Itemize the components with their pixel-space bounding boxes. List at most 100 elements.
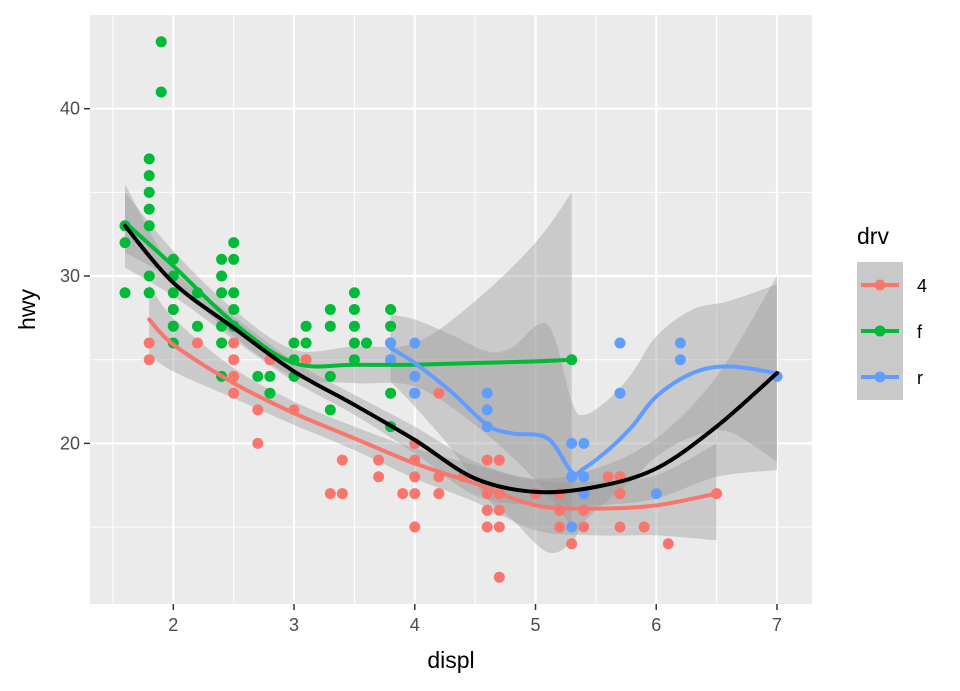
data-point-4: [336, 488, 348, 500]
data-point-4: [493, 521, 505, 533]
data-point-f: [119, 237, 131, 249]
legend: drv 4 f r: [857, 223, 927, 400]
smooth-line-r: [388, 346, 779, 476]
data-point-4: [493, 454, 505, 466]
data-point-4: [493, 504, 505, 516]
data-point-f: [385, 304, 397, 315]
legend-key-point-r: [874, 371, 886, 383]
data-point-f: [348, 354, 360, 366]
data-point-f: [192, 320, 203, 332]
data-point-f: [143, 287, 155, 299]
data-point-f: [324, 304, 336, 315]
axis-ticks: 2 3 4 5 6 7 20 30 40: [60, 99, 782, 635]
data-point-4: [228, 387, 240, 399]
data-point-f: [143, 203, 155, 215]
data-point-f: [155, 36, 167, 48]
data-point-4: [481, 521, 493, 533]
data-point-4: [554, 521, 566, 533]
x-tick-label: 6: [651, 615, 661, 635]
smooth-lines: [123, 220, 779, 511]
confidence-band-4: [149, 284, 717, 541]
data-point-f: [228, 237, 240, 249]
data-point-r: [481, 387, 493, 399]
data-point-4: [578, 521, 590, 533]
data-point-f: [216, 337, 228, 349]
data-point-f: [385, 320, 397, 332]
data-point-4: [143, 337, 155, 349]
data-point-r: [409, 370, 421, 382]
data-point-4: [192, 337, 203, 349]
x-tick-label: 4: [410, 615, 420, 635]
data-point-r: [578, 437, 590, 449]
data-point-f: [167, 304, 179, 315]
data-point-4: [324, 488, 336, 500]
data-point-4: [614, 488, 626, 500]
data-point-r: [566, 521, 578, 533]
data-point-f: [143, 220, 155, 232]
data-point-f: [167, 287, 179, 299]
data-point-4: [228, 354, 240, 366]
y-tick-label: 20: [60, 433, 80, 453]
data-point-f: [385, 387, 397, 399]
legend-key-point-4: [874, 279, 886, 291]
data-point-f: [348, 287, 360, 299]
data-point-4: [409, 521, 421, 533]
data-point-r: [674, 337, 686, 349]
data-point-f: [348, 337, 360, 349]
data-point-f: [143, 270, 155, 282]
legend-label-4: 4: [917, 276, 927, 296]
data-point-4: [433, 387, 445, 399]
data-point-r: [409, 337, 421, 349]
data-point-4: [228, 337, 240, 349]
data-point-f: [300, 337, 312, 349]
legend-label-r: r: [917, 368, 923, 388]
x-tick-label: 2: [168, 615, 178, 635]
x-tick-label: 7: [772, 615, 782, 635]
data-point-f: [252, 370, 264, 382]
data-point-f: [143, 170, 155, 182]
data-point-f: [288, 337, 300, 349]
data-point-f: [348, 304, 360, 315]
data-point-4: [409, 488, 421, 500]
data-point-4: [614, 521, 626, 533]
data-point-r: [614, 387, 626, 399]
data-point-4: [252, 404, 264, 416]
data-point-4: [481, 454, 493, 466]
data-point-r: [650, 488, 662, 500]
data-point-4: [373, 454, 385, 466]
smooth-line-f: [123, 220, 574, 369]
data-point-r: [409, 387, 421, 399]
data-point-f: [264, 370, 276, 382]
data-point-f: [143, 153, 155, 165]
data-point-f: [228, 304, 240, 315]
data-point-f: [324, 320, 336, 332]
data-point-4: [602, 471, 614, 483]
data-point-r: [578, 471, 590, 483]
data-point-f: [348, 320, 360, 332]
data-point-f: [324, 404, 336, 416]
data-point-f: [228, 253, 240, 265]
confidence-band-r: [390, 284, 777, 554]
data-point-4: [397, 488, 409, 500]
data-point-f: [361, 337, 372, 349]
data-point-4: [638, 521, 650, 533]
y-tick-label: 40: [60, 99, 80, 119]
data-point-f: [264, 387, 276, 399]
y-tick-label: 30: [60, 266, 80, 286]
data-point-r: [385, 337, 397, 349]
data-point-f: [228, 287, 240, 299]
data-point-f: [216, 287, 228, 299]
data-point-f: [167, 320, 179, 332]
data-point-4: [300, 354, 312, 366]
data-point-4: [143, 354, 155, 366]
x-tick-label: 3: [289, 615, 299, 635]
confidence-band-f: [125, 192, 572, 527]
data-point-f: [155, 86, 167, 98]
data-point-f: [216, 270, 228, 282]
data-point-r: [614, 337, 626, 349]
data-point-4: [566, 538, 578, 550]
data-point-4: [336, 454, 348, 466]
data-point-4: [481, 504, 493, 516]
data-point-f: [324, 370, 336, 382]
